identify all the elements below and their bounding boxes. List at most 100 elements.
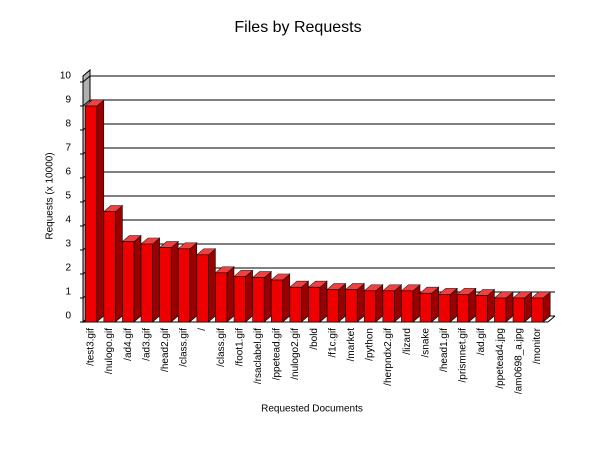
bar-front [345,289,358,323]
floor-edge [547,315,556,323]
bar-side-shade [375,284,383,322]
bar-front [233,276,246,323]
bar-top-light [494,292,513,298]
bar-side-shade [264,271,272,322]
bar-side-shade [412,284,420,322]
bar-top-light [438,288,458,295]
bar-top-light [234,270,253,277]
x-tick-label: /prismnet.gif [458,328,469,383]
bar-top-light [420,287,439,294]
bar [307,280,328,323]
grid-line [82,147,555,155]
bar [121,234,142,323]
bar-side-shade [319,281,327,322]
bar-front [84,105,98,323]
bar-side-shade [394,284,402,322]
bar-side-shade [543,292,551,322]
x-tick-label: /snake [420,328,431,358]
bar-front [326,289,339,323]
x-tick-label: /ad4.gif [123,328,134,361]
bar [400,284,421,323]
bar [419,286,440,323]
x-tick-label: /lizard [402,328,413,355]
bar-front [196,254,209,323]
grid-line [82,195,555,203]
x-tick-label: /ppetead.gif [272,328,283,380]
bar-top-light [364,284,383,291]
y-axis-label: Requests (x 10000) [45,152,56,239]
bar-top-light [401,284,420,291]
x-tick-label: /python [365,328,376,361]
x-tick-label: /ad.gif [476,328,487,355]
bar-side-shade [357,283,365,322]
x-axis-label: Requested Documents [261,404,363,415]
bar-front [215,272,228,323]
bar-top-light [141,238,160,244]
grid-line [82,123,555,131]
x-tick-label: /class.gif [179,328,190,367]
bar-front [140,243,153,323]
bar [530,291,551,323]
bar-top-light [475,289,495,296]
bar-side-shade [301,281,309,322]
bar-top-light [215,266,234,273]
bar [512,291,533,323]
y-tick-label: 6 [65,167,71,178]
x-tick-label: /nulogo2.gif [290,328,301,380]
bar-side-shade [524,292,532,322]
bar-top-light [178,242,197,249]
bar [289,280,310,323]
y-tick-label: 8 [65,119,71,130]
x-tick-label: /bold [309,328,320,350]
bar-top-light [103,205,123,212]
x-tick-label: /rsaclabel.gif [253,328,264,384]
bar-top-light [513,292,532,298]
x-tick-label: /head1.gif [439,328,450,372]
x-tick-label: /foot1.gif [234,328,245,367]
x-tick-label: /monitor [532,327,543,364]
bar-top-light [159,241,179,248]
bar-top-light [122,235,141,242]
bar [270,273,291,323]
y-tick-label: 5 [65,191,71,202]
x-tick-label: /market [346,328,357,362]
y-tick-label: 9 [65,95,71,106]
bar-top-light [327,283,346,290]
bar-top-light [457,288,476,295]
x-tick-label: /f1c.gif [327,328,338,358]
x-tick-label: / [197,328,208,331]
bar-top-light [85,100,104,106]
bar [177,242,198,323]
bar-front [159,247,172,323]
bar [326,282,347,323]
grid-line [82,75,555,83]
bar-front [456,294,470,323]
bar-side-shade [245,270,253,322]
y-tick-label: 10 [60,71,72,82]
bar [456,287,477,323]
bar-front [103,211,116,323]
bar-front [531,297,544,323]
bar [344,282,365,323]
grid-side [82,75,91,83]
bar-front [382,290,395,323]
y-tick-label: 4 [65,215,71,226]
bar-top-light [271,274,290,280]
bar-side-shade [189,242,197,322]
bar-front [419,292,432,323]
bar-side-shade [505,292,513,322]
bar-front [494,297,507,323]
bar-side-shade [431,287,439,322]
bar [158,240,179,323]
bar-top-light [531,292,551,298]
bar [84,99,105,323]
bar-side-shade [282,274,290,322]
bar-top-light [252,271,272,278]
bar-top-light [345,283,365,290]
bar-front [363,290,377,323]
x-tick-label: /nulogo.gif [104,328,115,374]
bar-front [289,286,302,323]
bar-side-shade [226,266,234,322]
